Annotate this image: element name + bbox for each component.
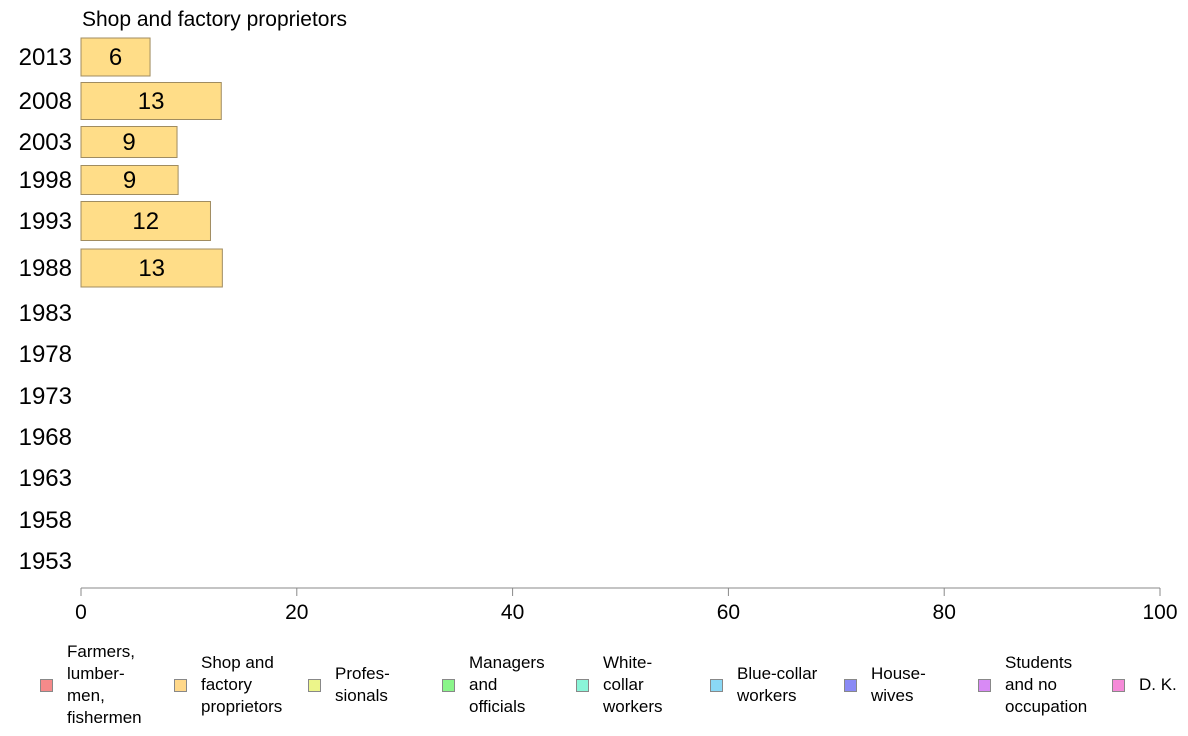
legend-swatch [308, 678, 321, 692]
legend-label: Shop and factory proprietors [201, 653, 283, 716]
bar [80, 165, 179, 195]
x-tick-label: 100 [1142, 601, 1177, 624]
legend-label: White- collar workers [603, 653, 663, 716]
year-label: 1988 [19, 255, 72, 282]
bar [80, 201, 211, 241]
legend-item: Shop and factory proprietors [174, 640, 282, 730]
legend-item: Managers and officials [442, 640, 545, 730]
year-label: 1993 [19, 208, 72, 235]
year-label: 1973 [19, 383, 72, 410]
legend-label: Students and no occupation [1005, 653, 1088, 716]
legend-swatch [978, 678, 991, 692]
year-label: 1963 [19, 465, 72, 492]
year-label: 2008 [19, 88, 72, 115]
legend-label: Farmers, lumber- men, fishermen [67, 642, 142, 727]
legend-label: Profes- sionals [335, 664, 390, 705]
year-label: 1958 [19, 507, 72, 534]
year-label: 2003 [19, 129, 72, 156]
bar-value-label: 12 [132, 208, 159, 235]
bar-value-label: 13 [138, 255, 165, 282]
year-label: 1998 [19, 167, 72, 194]
year-label: 1983 [19, 300, 72, 327]
chart-title: Shop and factory proprietors [82, 8, 347, 31]
bar [80, 126, 178, 158]
x-tick-label: 0 [75, 601, 87, 624]
legend-swatch [174, 678, 187, 692]
x-tick-label: 20 [285, 601, 308, 624]
legend-swatch [576, 678, 589, 692]
x-axis: 0 20 40 60 80 100 [75, 587, 1178, 624]
year-labels: 2013 2008 2003 1998 1993 1988 1983 1978 1973 1968… [19, 44, 72, 575]
x-tick-label: 80 [933, 601, 956, 624]
legend-label: Blue-collar workers [737, 664, 818, 705]
bar-value-label: 13 [138, 88, 165, 115]
legend-item: Farmers, lumber- men, fishermen [40, 640, 142, 730]
year-label: 1968 [19, 424, 72, 451]
year-label: 2013 [19, 44, 72, 71]
bar [80, 82, 222, 120]
year-label: 1978 [19, 341, 72, 368]
bar-value-label: 6 [109, 44, 122, 71]
legend-swatch [844, 678, 857, 692]
legend-item: White- collar workers [576, 640, 663, 730]
bar-value-label: 9 [122, 129, 135, 156]
year-label: 1953 [19, 548, 72, 575]
legend-label: House- wives [871, 664, 926, 705]
x-tick-label: 60 [717, 601, 740, 624]
legend-item: Profes- sionals [308, 640, 390, 730]
legend-item: D. K. [1112, 640, 1177, 730]
x-tick-label: 40 [501, 601, 524, 624]
bar-value-label: 9 [123, 167, 136, 194]
legend-label: Managers and officials [469, 653, 545, 716]
bar [80, 248, 223, 288]
legend-swatch [1112, 678, 1125, 692]
bar [80, 37, 151, 77]
legend-swatch [40, 678, 53, 692]
legend: Farmers, lumber- men, fishermen Shop and … [0, 640, 1188, 730]
legend-label: D. K. [1139, 675, 1177, 694]
legend-item: Students and no occupation [978, 640, 1087, 730]
legend-swatch [710, 678, 723, 692]
legend-swatch [442, 678, 455, 692]
legend-item: Blue-collar workers [710, 640, 817, 730]
legend-item: House- wives [844, 640, 926, 730]
